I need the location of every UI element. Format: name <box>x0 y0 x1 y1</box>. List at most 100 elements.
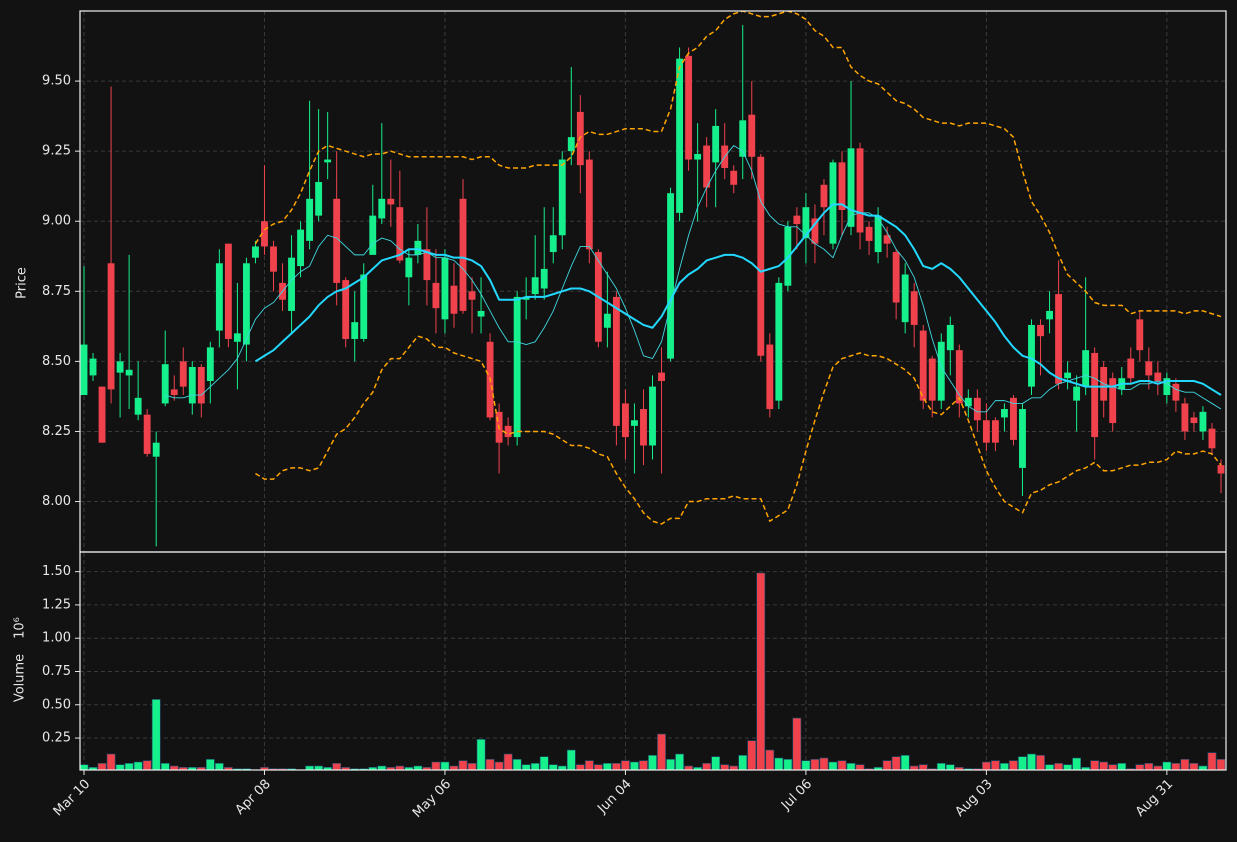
volume-bar <box>476 739 486 770</box>
candle-body <box>270 246 277 272</box>
volume-bar <box>1027 753 1036 770</box>
candle-body <box>991 420 999 443</box>
volume-bar <box>314 765 323 770</box>
y-tick-label: 0.50 <box>42 697 71 712</box>
volume-bar <box>720 764 730 770</box>
volume-bar <box>169 765 179 770</box>
y-tick-label: 9.50 <box>42 74 71 89</box>
candle-body <box>188 366 196 404</box>
candle-body <box>387 198 395 205</box>
volume-bar <box>1063 764 1072 770</box>
candle-body <box>937 341 945 401</box>
y-tick-label: 8.00 <box>42 494 71 509</box>
overlay-layer <box>165 11 1222 525</box>
candle-body <box>152 442 160 457</box>
volume-bar <box>747 740 757 770</box>
y-tick-label: 8.25 <box>42 424 71 439</box>
candle-body <box>206 347 214 382</box>
candle-body <box>1145 361 1153 376</box>
volume-bar <box>503 753 513 770</box>
volume-bar <box>1036 755 1045 770</box>
volume-bar <box>612 763 621 770</box>
candle-body <box>1217 465 1225 474</box>
candle-body <box>757 156 765 356</box>
volume-bar <box>160 763 170 770</box>
volume-bar <box>458 760 468 770</box>
candle-body <box>1091 352 1099 438</box>
candle-body <box>1046 310 1053 320</box>
candle-body <box>1028 324 1035 387</box>
candle-body <box>540 268 548 289</box>
price-layer <box>80 25 1225 547</box>
candle-body <box>513 296 521 438</box>
volume-bar <box>1054 763 1063 770</box>
volume-bar <box>756 572 766 770</box>
volume-bar <box>106 753 116 770</box>
volume-bar <box>548 764 558 770</box>
volume-bar <box>1144 763 1154 770</box>
candle-body <box>567 137 575 152</box>
candle-body <box>892 252 900 303</box>
candle-body <box>676 58 684 213</box>
candle-body <box>170 389 178 396</box>
candle-body <box>928 358 936 401</box>
volume-bar <box>1099 761 1109 770</box>
candle-body <box>847 148 855 227</box>
volume-bar <box>440 761 450 770</box>
candle-body <box>982 420 990 443</box>
y-tick-label: 9.25 <box>42 144 71 159</box>
volume-bar <box>1117 763 1127 770</box>
candle-body <box>324 159 332 163</box>
candle-body <box>1082 350 1090 387</box>
candle-body <box>1163 378 1171 396</box>
volume-bar <box>395 765 405 770</box>
volume-bar <box>828 761 838 770</box>
volume-bar <box>918 764 928 770</box>
candle-body <box>910 291 918 325</box>
candle-body <box>261 221 268 247</box>
volume-bar <box>855 764 865 770</box>
candle-body <box>793 215 801 225</box>
volume-bar <box>711 756 721 770</box>
volume-bar <box>1216 759 1226 770</box>
candle-body <box>946 324 954 351</box>
volume-bar <box>729 765 739 770</box>
candle-body <box>585 159 593 250</box>
volume-bar <box>991 760 1000 770</box>
candle-body <box>143 414 151 454</box>
volume-bar <box>666 759 675 770</box>
candle-body <box>369 215 377 255</box>
candle-body <box>649 386 656 446</box>
volume-bar <box>684 765 693 770</box>
candle-body <box>288 257 295 311</box>
candle-body <box>1010 397 1017 440</box>
volume-bar <box>675 753 684 770</box>
candle-body <box>1181 403 1189 432</box>
volume-bar <box>467 763 477 770</box>
overlay-line <box>254 11 1222 318</box>
volume-bar <box>133 761 143 770</box>
candle-body <box>558 159 566 236</box>
candle-body <box>504 425 512 438</box>
candle-body <box>116 361 124 373</box>
volume-scale-label: 10⁶ <box>13 617 28 639</box>
candle-body <box>414 240 422 255</box>
candle-body <box>233 333 241 342</box>
candle-body <box>1000 409 1008 418</box>
candle-body <box>98 386 106 443</box>
volume-bar <box>1171 763 1181 770</box>
candle-body <box>820 184 828 208</box>
candle-body <box>631 420 638 426</box>
volume-bar <box>377 765 387 770</box>
candle-body <box>1154 372 1162 382</box>
candle-body <box>1064 372 1072 379</box>
candle-body <box>242 263 250 345</box>
candle-body <box>748 114 756 157</box>
volume-bar <box>575 764 585 770</box>
candle-body <box>396 207 404 261</box>
candle-body <box>215 263 223 331</box>
volume-bar <box>765 749 775 770</box>
candle-body <box>179 361 187 387</box>
volume-bar <box>142 760 152 770</box>
candle-body <box>640 409 647 446</box>
